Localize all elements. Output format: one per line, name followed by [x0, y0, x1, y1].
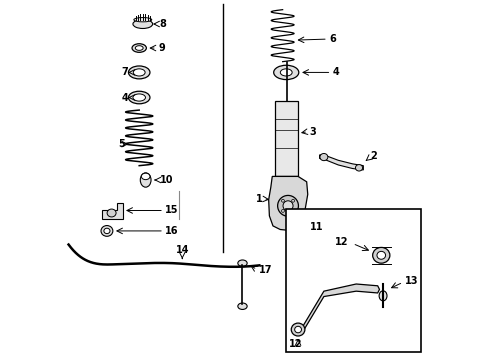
Text: 8: 8 — [160, 19, 167, 29]
Text: 7: 7 — [122, 67, 128, 77]
Ellipse shape — [379, 291, 387, 301]
Ellipse shape — [104, 228, 110, 234]
Ellipse shape — [134, 18, 152, 22]
Ellipse shape — [128, 91, 150, 104]
Ellipse shape — [355, 165, 363, 171]
Text: 13: 13 — [405, 276, 418, 286]
Ellipse shape — [320, 153, 328, 161]
Text: 6: 6 — [329, 34, 336, 44]
Bar — [275, 101, 298, 176]
Ellipse shape — [133, 94, 146, 101]
Ellipse shape — [238, 303, 247, 310]
Ellipse shape — [377, 251, 386, 259]
Ellipse shape — [294, 326, 301, 333]
Ellipse shape — [133, 69, 145, 76]
Ellipse shape — [278, 195, 298, 216]
Polygon shape — [269, 176, 308, 230]
Ellipse shape — [133, 19, 153, 28]
Text: 12: 12 — [335, 237, 348, 247]
Text: 4: 4 — [122, 93, 128, 103]
Text: 14: 14 — [175, 244, 189, 255]
Text: 12: 12 — [289, 339, 302, 349]
Ellipse shape — [135, 46, 143, 50]
Ellipse shape — [291, 323, 305, 336]
Ellipse shape — [282, 199, 284, 202]
Ellipse shape — [274, 65, 299, 80]
Ellipse shape — [141, 173, 150, 180]
Ellipse shape — [373, 247, 390, 263]
Text: 3: 3 — [310, 127, 317, 136]
Bar — [286, 209, 421, 352]
Ellipse shape — [283, 201, 293, 211]
Text: 16: 16 — [166, 226, 179, 236]
Ellipse shape — [282, 210, 284, 212]
Text: 5: 5 — [118, 139, 125, 149]
Text: 15: 15 — [166, 206, 179, 216]
Ellipse shape — [101, 226, 113, 236]
Ellipse shape — [128, 66, 150, 79]
Text: 9: 9 — [158, 43, 165, 53]
Ellipse shape — [140, 173, 151, 187]
Ellipse shape — [238, 260, 247, 266]
Ellipse shape — [132, 44, 147, 52]
Ellipse shape — [280, 69, 292, 76]
Text: 1: 1 — [255, 194, 262, 204]
Polygon shape — [294, 284, 379, 332]
Polygon shape — [101, 203, 123, 220]
Text: 10: 10 — [160, 175, 173, 185]
Text: 17: 17 — [259, 265, 272, 275]
Text: 4: 4 — [333, 67, 340, 77]
Ellipse shape — [292, 199, 294, 202]
Text: 2: 2 — [370, 150, 376, 161]
Polygon shape — [319, 155, 364, 170]
Ellipse shape — [107, 209, 116, 217]
Text: 11: 11 — [310, 222, 323, 231]
Ellipse shape — [292, 210, 294, 212]
